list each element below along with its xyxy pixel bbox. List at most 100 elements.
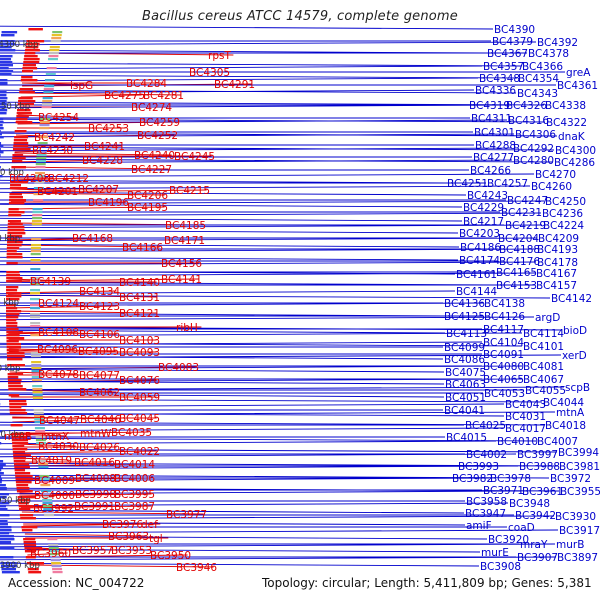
gene-label-right[interactable]: BC4378	[528, 48, 569, 60]
gene-label-right[interactable]: BC3971	[483, 485, 524, 497]
gene-label-right[interactable]: BC4053	[484, 388, 525, 400]
gene-label-right[interactable]: bioD	[563, 325, 587, 337]
gene-label-right[interactable]: BC4229	[463, 202, 504, 214]
gene-label-right[interactable]: BC3920	[488, 534, 529, 546]
gene-label-right[interactable]: scpB	[565, 382, 590, 394]
gene-label-left[interactable]: BC4141	[161, 274, 202, 286]
gene-label-left[interactable]: BC3987	[114, 501, 155, 513]
gene-label-right[interactable]: BC3947	[465, 508, 506, 520]
gene-label-right[interactable]: dnaK	[558, 131, 586, 143]
gene-label-right[interactable]: BC4257	[487, 178, 528, 190]
gene-label-right[interactable]: BC4015	[446, 432, 487, 444]
gene-label-right[interactable]: BC3993	[458, 461, 499, 473]
gene-label-left[interactable]: BC4156	[161, 258, 202, 270]
gene-label-left[interactable]: BC4140	[119, 277, 160, 289]
gene-label-right[interactable]: BC4055	[525, 385, 566, 397]
gene-label-right[interactable]: BC4319	[469, 100, 510, 112]
gene-label-left[interactable]: BC4207	[78, 184, 119, 196]
gene-label-right[interactable]: BC4161	[456, 269, 497, 281]
gene-label-right[interactable]: BC4292	[513, 143, 554, 155]
gene-label-left[interactable]: BC4196	[88, 197, 129, 209]
gene-label-right[interactable]: BC4041	[444, 405, 485, 417]
gene-label-right[interactable]: BC3988	[519, 461, 560, 473]
gene-label-right[interactable]: mtnA	[556, 407, 585, 419]
gene-label-right[interactable]: coaD	[508, 522, 535, 534]
gene-label-left[interactable]: BC4206	[127, 190, 168, 202]
gene-label-right[interactable]: murE	[481, 547, 509, 559]
gene-label-left[interactable]: BC4106	[79, 329, 120, 341]
gene-label-left[interactable]: BC4009	[34, 475, 75, 487]
gene-label-left[interactable]: BC4016	[74, 457, 115, 469]
gene-label-right[interactable]: BC4174	[459, 255, 500, 267]
gene-label-left[interactable]: BC4019	[31, 455, 72, 467]
gene-label-right[interactable]: BC4044	[543, 397, 584, 409]
gene-label-right[interactable]: BC4361	[557, 80, 598, 92]
gene-label-left[interactable]: BC4000	[34, 490, 75, 502]
gene-label-right[interactable]: BC4136	[444, 298, 485, 310]
gene-label-right[interactable]: BC3948	[509, 498, 550, 510]
gene-label-left[interactable]: BC4245	[174, 151, 215, 163]
gene-label-left[interactable]: BC4124	[38, 298, 79, 310]
gene-label-right[interactable]: BC4209	[538, 233, 579, 245]
gene-label-left[interactable]: BC4241	[84, 141, 125, 153]
gene-label-left[interactable]: BC4093	[119, 347, 160, 359]
gene-label-right[interactable]: BC3981	[559, 461, 600, 473]
gene-label-left[interactable]: BC4252	[137, 130, 178, 142]
gene-label-left[interactable]: BC4240	[134, 150, 175, 162]
gene-label-right[interactable]: BC4065	[483, 374, 524, 386]
gene-label-right[interactable]: BC4018	[545, 420, 586, 432]
gene-label-left[interactable]: BC3992	[33, 503, 74, 515]
gene-label-left[interactable]: mtnB	[4, 431, 32, 443]
gene-label-right[interactable]: BC3972	[550, 473, 591, 485]
gene-label-left[interactable]: BC4195	[127, 202, 168, 214]
gene-label-right[interactable]: BC4188	[499, 244, 540, 256]
gene-label-left[interactable]: BC4227	[131, 164, 172, 176]
gene-label-right[interactable]: BC4091	[483, 349, 524, 361]
gene-label-right[interactable]: BC4157	[536, 280, 577, 292]
gene-label-left[interactable]: BC4253	[88, 123, 129, 135]
gene-label-right[interactable]: BC4165	[496, 267, 537, 279]
gene-label-left[interactable]: BC4076	[119, 375, 160, 387]
gene-label-right[interactable]: BC4266	[470, 165, 511, 177]
gene-label-right[interactable]: BC4343	[517, 88, 558, 100]
gene-label-right[interactable]: BC4288	[475, 140, 516, 152]
gene-label-left[interactable]: BC4077	[79, 370, 120, 382]
gene-label-left[interactable]: BC4215	[169, 185, 210, 197]
gene-label-left[interactable]: BC4166	[122, 242, 163, 254]
gene-label-right[interactable]: BC4193	[537, 244, 578, 256]
gene-label-right[interactable]: BC3982	[452, 473, 493, 485]
gene-label-right[interactable]: BC3917	[559, 525, 600, 537]
gene-label-right[interactable]: BC4322	[546, 117, 587, 129]
gene-label-left[interactable]: BC4045	[119, 413, 160, 425]
gene-label-left[interactable]: BC4242	[34, 132, 75, 144]
gene-label-right[interactable]: BC4125	[444, 311, 485, 323]
gene-label-left[interactable]: BC4284	[126, 78, 167, 90]
gene-label-right[interactable]: BC4326	[506, 100, 547, 112]
gene-label-left[interactable]: mtnX	[41, 431, 69, 443]
gene-label-right[interactable]: BC3961	[522, 486, 563, 498]
gene-label-right[interactable]: BC3955	[560, 486, 600, 498]
gene-label-right[interactable]: BC4219	[505, 220, 546, 232]
gene-label-right[interactable]: BC4099	[444, 342, 485, 354]
gene-label-right[interactable]: BC4217	[463, 216, 504, 228]
gene-label-right[interactable]: BC3994	[558, 447, 599, 459]
gene-label-right[interactable]: BC4224	[543, 220, 584, 232]
gene-label-left[interactable]: BC4030	[38, 441, 79, 453]
gene-label-right[interactable]: BC4025	[465, 420, 506, 432]
gene-label-left[interactable]: BC4059	[119, 392, 160, 404]
gene-label-right[interactable]: BC4002	[466, 449, 507, 461]
gene-label-left[interactable]: ispG	[70, 80, 93, 92]
gene-label-left[interactable]: BC3991	[74, 501, 115, 513]
gene-label-left[interactable]: BC4022	[119, 446, 160, 458]
gene-label-left[interactable]: BC4108	[38, 327, 79, 339]
gene-label-left[interactable]: BC4006	[114, 473, 155, 485]
gene-label-left[interactable]: BC4062	[79, 387, 120, 399]
gene-label-left[interactable]: BC4078	[38, 369, 79, 381]
gene-label-left[interactable]: BC3953	[111, 545, 152, 557]
gene-label-left[interactable]: BC4096	[37, 344, 78, 356]
gene-label-right[interactable]: BC4153	[496, 280, 537, 292]
gene-label-left[interactable]: BC4008	[75, 473, 116, 485]
gene-label-left[interactable]: mtnW	[80, 428, 112, 440]
gene-label-left[interactable]: BC4014	[114, 459, 155, 471]
gene-label-right[interactable]: BC4101	[523, 341, 564, 353]
